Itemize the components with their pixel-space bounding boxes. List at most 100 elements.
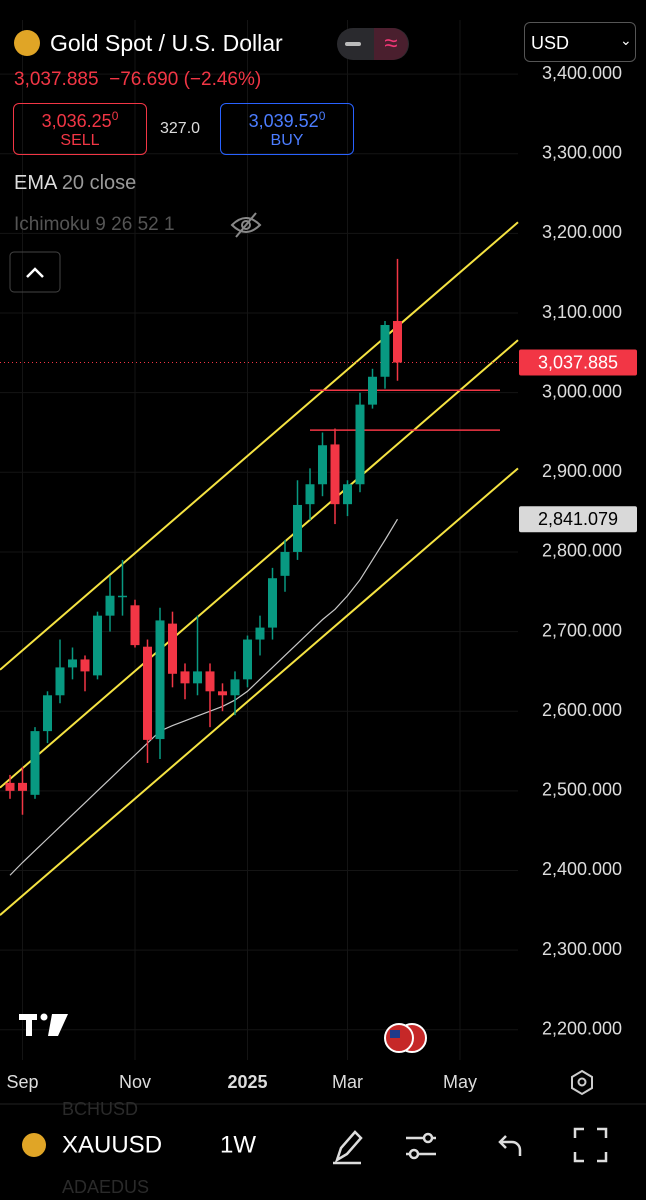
y-tick-label: 2,200.000 [542, 1018, 622, 1038]
candle-body [293, 504, 302, 552]
y-tick-label: 2,600.000 [542, 700, 622, 720]
y-tick-label: 2,400.000 [542, 859, 622, 879]
candle-body [355, 404, 365, 485]
channel-line [0, 467, 519, 916]
candle-body [268, 578, 277, 628]
sell-price-line: 3,036.250 [14, 109, 146, 132]
candle-body [130, 605, 140, 646]
candle-body [18, 782, 27, 791]
channel-line [0, 221, 519, 671]
tv-logo [19, 1013, 68, 1036]
mode-icon-active: ≈ [374, 28, 408, 60]
change: −76.690 [109, 69, 179, 90]
candle-body [318, 445, 327, 485]
spread: 327.0 [160, 120, 201, 137]
title: Gold Spot / U.S. Dollar [50, 30, 283, 56]
buy-label: BUY [270, 132, 304, 149]
price-line: 3,037.885 −76.690 (−2.46%) [14, 69, 261, 91]
change-pct: (−2.46%) [183, 69, 262, 90]
draw-icon[interactable] [333, 1130, 363, 1165]
y-tick-label: 2,500.000 [542, 780, 622, 800]
buy-button[interactable]: 3,039.520 BUY [220, 103, 354, 155]
symbol-icon [22, 1133, 46, 1157]
ema-line [9, 518, 399, 876]
candle-body [118, 595, 127, 598]
candle-body [193, 671, 202, 684]
candle-body [143, 646, 152, 740]
y-tick-label: 3,100.000 [542, 302, 622, 322]
ema-legend: EMA 20 close [14, 172, 136, 195]
candle-body [30, 731, 40, 795]
candle-body [368, 376, 377, 405]
undo-icon[interactable] [498, 1135, 522, 1156]
candle-body [180, 671, 190, 684]
indicators-icon[interactable] [406, 1132, 436, 1160]
candle-body [243, 639, 252, 680]
y-tick-label: 2,700.000 [542, 620, 622, 640]
candle-body [105, 595, 115, 616]
ema-params: 20 close [61, 172, 137, 194]
fullscreen-icon[interactable] [573, 1127, 608, 1163]
flag-canton [390, 1030, 400, 1038]
y-tick-label: 3,400.000 [542, 63, 622, 83]
y-tick-label: 2,900.000 [542, 461, 622, 481]
candle-body [305, 484, 315, 505]
toolbar-bg [0, 1106, 646, 1200]
price-tag-label: 2,841.079 [538, 509, 618, 529]
x-tick-label: May [443, 1072, 477, 1092]
y-tick-label: 2,800.000 [542, 541, 622, 561]
candle-body [343, 484, 352, 505]
y-tick-label: 3,000.000 [542, 381, 622, 401]
dropdown-caret: ⌄ [620, 32, 632, 48]
plot: 2,200.000 2,300.000 2,400.000 2,500.000 2,60… [0, 20, 637, 1092]
candle-body [280, 551, 290, 576]
behind-text: BCHUSD [62, 1099, 138, 1119]
ichimoku-legend: Ichimoku 9 26 52 1 [14, 214, 175, 235]
candle-body [155, 620, 165, 740]
price-tag [519, 506, 637, 533]
candle-body [80, 659, 90, 672]
price-tag-label: 3,037.885 [538, 352, 618, 372]
price-tag [519, 349, 637, 376]
buy-price: 3,039.52 [248, 111, 319, 131]
sell-label: SELL [60, 132, 100, 149]
x-tick-label: 2025 [227, 1072, 267, 1092]
candle-body [218, 691, 227, 696]
settings-icon-dot [577, 1077, 587, 1087]
channel-line [0, 339, 519, 789]
candle-body [255, 627, 265, 640]
buy-digit: 0 [318, 109, 326, 123]
ema-name: EMA [14, 172, 57, 194]
candle-body [93, 615, 102, 676]
x-tick-label: Nov [119, 1072, 151, 1092]
sell-button[interactable]: 3,036.250 SELL [13, 103, 147, 155]
candle-body [43, 695, 52, 732]
y-tick-label: 3,200.000 [542, 222, 622, 242]
mode-icon [345, 42, 361, 46]
candle-body [393, 321, 402, 363]
candle-body [330, 444, 340, 505]
sell-price: 3,036.25 [41, 111, 112, 131]
x-tick-label: Sep [6, 1072, 38, 1092]
price: 3,037.885 [14, 69, 99, 90]
candle-body [68, 659, 77, 668]
candle-body [380, 324, 390, 377]
candle-body [168, 623, 177, 674]
candle-body [5, 782, 15, 791]
currency-select[interactable] [524, 22, 636, 62]
x-tick-label: Mar [332, 1072, 363, 1092]
symbol[interactable]: XAUUSD [62, 1131, 162, 1158]
buy-price-line: 3,039.520 [221, 109, 353, 132]
candle-body [230, 679, 240, 696]
interval[interactable]: 1W [220, 1131, 256, 1158]
behind-text: ADAEDUS [62, 1177, 149, 1197]
candle-body [55, 667, 65, 696]
sell-digit: 0 [111, 109, 119, 123]
currency: USD [531, 33, 570, 53]
settings-icon[interactable] [571, 1069, 593, 1096]
y-tick-label: 2,300.000 [542, 939, 622, 959]
candle-body [205, 671, 215, 692]
symbol-logo [14, 30, 40, 56]
